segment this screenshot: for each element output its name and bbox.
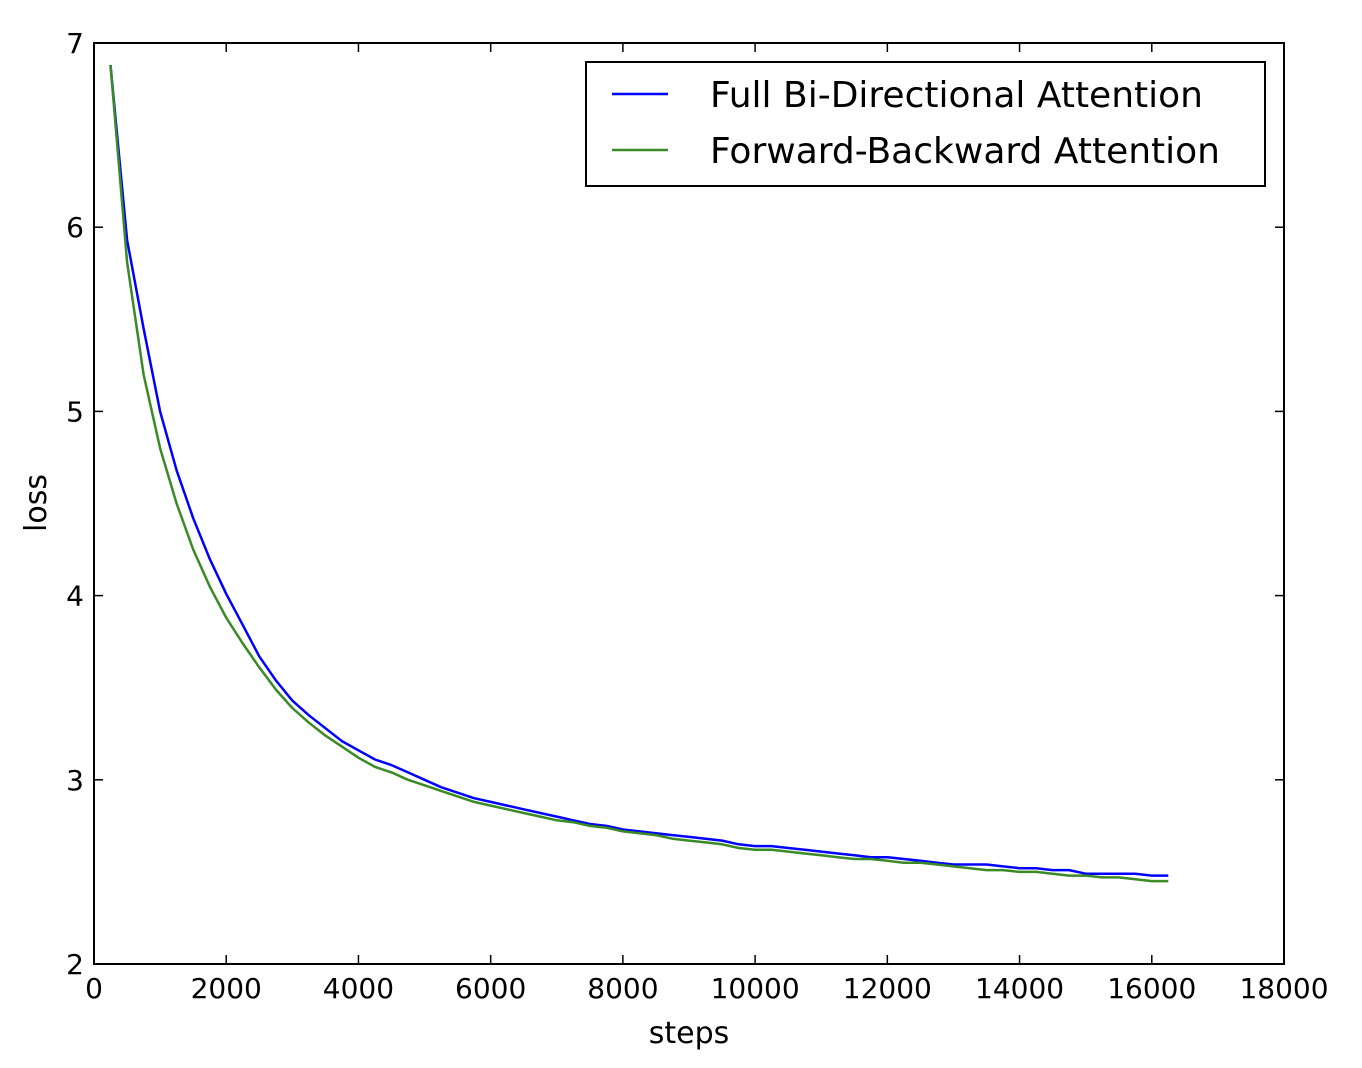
legend: Full Bi-Directional Attention Forward-Bac… <box>585 61 1266 187</box>
y-tick-label: 6 <box>66 211 84 244</box>
x-tick-label: 18000 <box>1239 972 1328 1005</box>
x-tick-label: 4000 <box>323 972 394 1005</box>
y-tick-label: 2 <box>66 948 84 981</box>
x-tick-label: 2000 <box>191 972 262 1005</box>
x-axis-label: steps <box>649 1016 730 1051</box>
x-tick-label: 6000 <box>455 972 526 1005</box>
x-tick-label: 12000 <box>843 972 932 1005</box>
y-tick-label: 5 <box>66 395 84 428</box>
y-tick-label: 7 <box>66 27 84 60</box>
x-tick-label: 0 <box>85 972 103 1005</box>
series-line-1 <box>109 64 1169 883</box>
x-tick-label: 14000 <box>975 972 1064 1005</box>
series-line-0 <box>109 64 1169 877</box>
plot-background <box>94 43 1284 964</box>
x-tick-labels: 0 2000 4000 6000 8000 10000 12000 14000 16000 180… <box>85 972 1328 1005</box>
y-tick-labels: 2 3 4 5 6 7 <box>66 27 84 981</box>
y-axis-label: loss <box>19 474 54 532</box>
series-lines <box>109 64 1169 883</box>
x-tick-label: 16000 <box>1107 972 1196 1005</box>
legend-label-1: Forward-Backward Attention <box>710 131 1220 172</box>
y-tick-label: 4 <box>66 580 84 613</box>
y-tick-label: 3 <box>66 764 84 797</box>
x-tick-label: 10000 <box>711 972 800 1005</box>
legend-box <box>585 61 1266 187</box>
legend-label-0: Full Bi-Directional Attention <box>710 75 1203 116</box>
plot-frame <box>93 42 1285 965</box>
x-tick-label: 8000 <box>587 972 658 1005</box>
